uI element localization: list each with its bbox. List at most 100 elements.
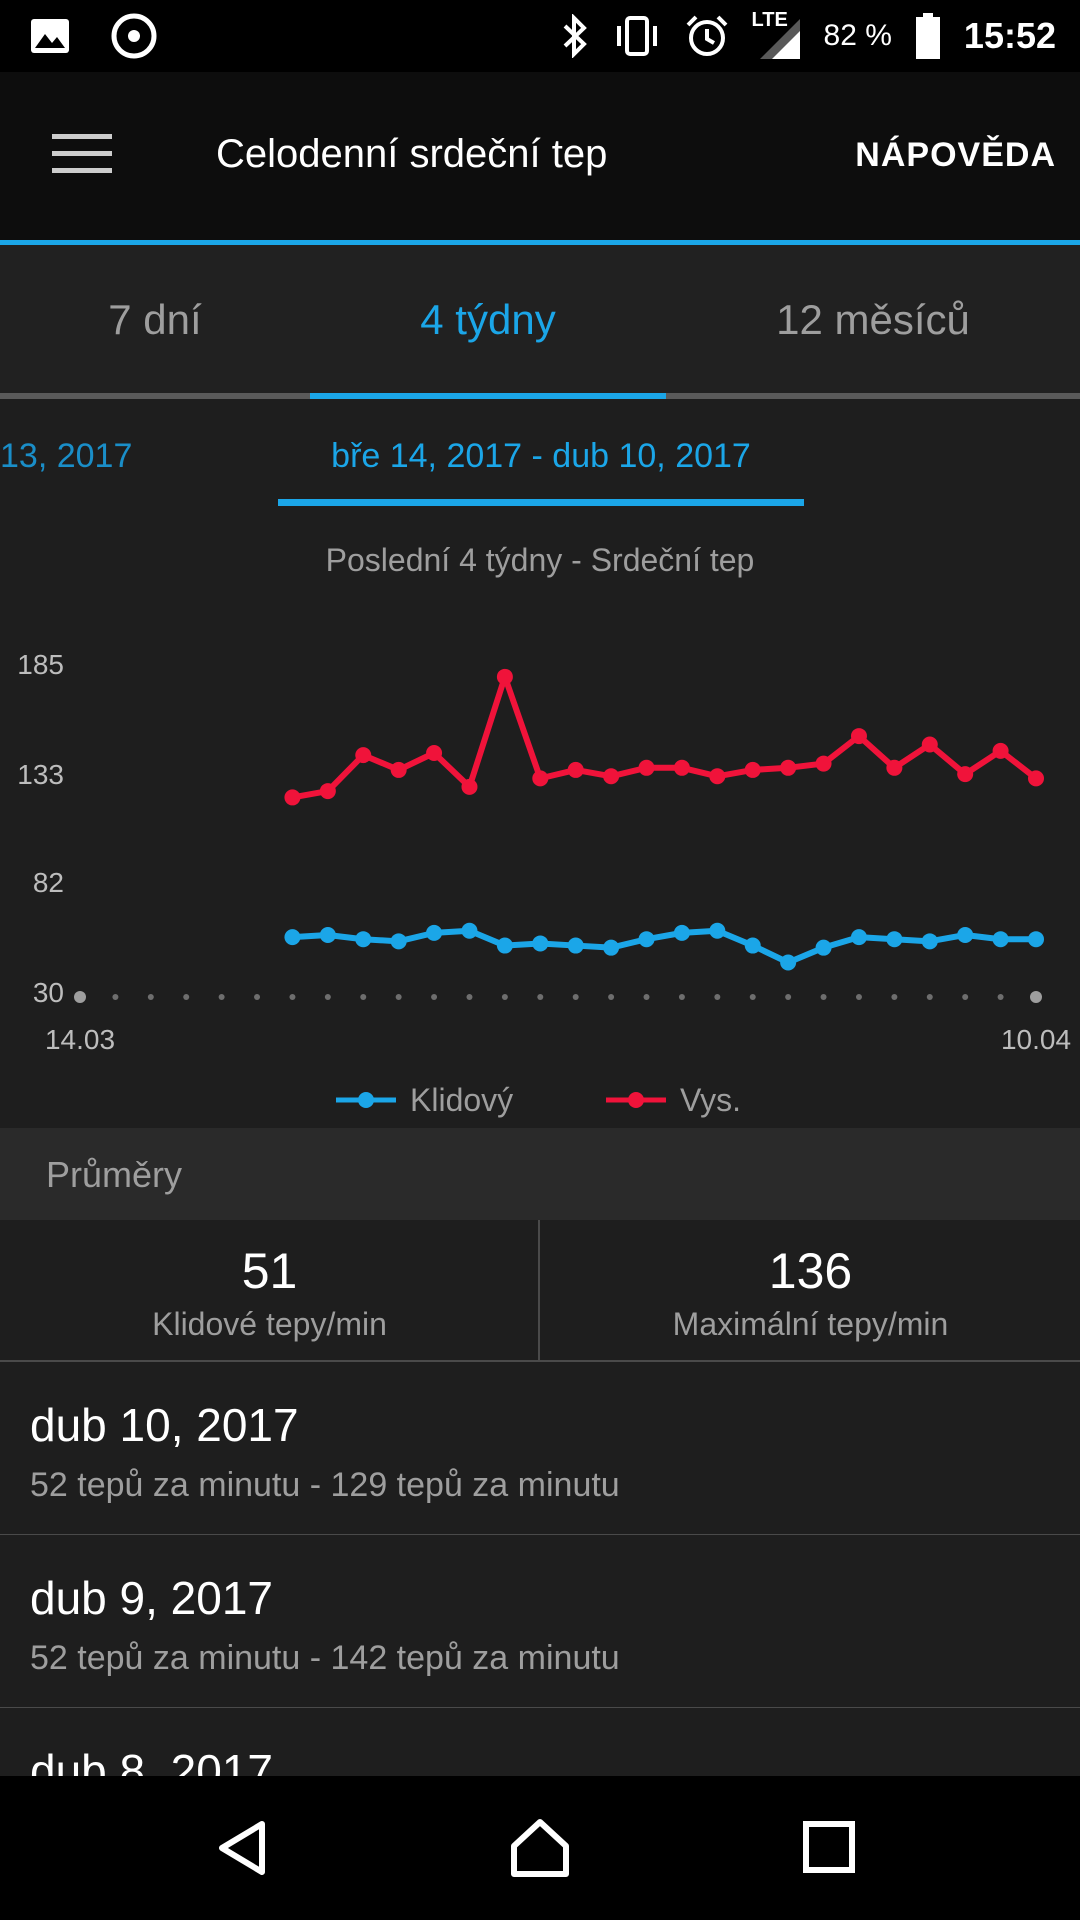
average-rest: 51 Klidové tepy/min xyxy=(0,1220,539,1360)
recents-icon[interactable] xyxy=(802,1820,856,1874)
data-point-rest xyxy=(355,931,372,948)
x-axis-dot xyxy=(395,994,402,1000)
x-axis-dot xyxy=(891,994,898,1000)
data-point-high xyxy=(638,759,655,776)
y-tick-label: 133 xyxy=(17,759,64,790)
x-axis-dot xyxy=(749,994,756,1000)
y-tick-label: 82 xyxy=(33,867,64,898)
data-point-high xyxy=(850,728,867,745)
series-line-high xyxy=(291,673,1038,801)
legend-rest-marker xyxy=(336,1092,396,1108)
heart-rate-chart: 185 133 82 30 14.03 10.04 xyxy=(17,649,1071,1055)
average-rest-label: Klidové tepy/min xyxy=(152,1306,387,1342)
list-item-range: 52 tepů za minutu - 142 tepů za minutu xyxy=(30,1639,620,1677)
tab-4-weeks[interactable]: 4 týdny xyxy=(420,296,556,343)
x-axis-dot xyxy=(501,994,508,1000)
app-bar: Celodenní srdeční tep NÁPOVĚDA xyxy=(0,72,1080,240)
chart-title: Poslední 4 týdny - Srdeční tep xyxy=(325,542,755,578)
period-selector: 13, 2017 bře 14, 2017 - dub 10, 2017 xyxy=(0,399,1080,509)
x-axis-dot xyxy=(431,994,438,1000)
average-max-value: 136 xyxy=(768,1243,853,1299)
back-icon[interactable] xyxy=(212,1818,272,1878)
legend-rest-label: Klidový xyxy=(410,1081,514,1118)
help-button[interactable]: NÁPOVĚDA xyxy=(855,136,1056,174)
y-tick-label: 30 xyxy=(33,977,64,1008)
data-point-rest xyxy=(496,937,513,954)
x-axis-dot xyxy=(112,994,119,1000)
x-axis-dot xyxy=(218,994,225,1000)
x-axis-dot xyxy=(785,994,792,1000)
vibrate-icon xyxy=(616,16,657,56)
averages-row: 51 Klidové tepy/min 136 Maximální tepy/m… xyxy=(0,1220,1080,1362)
x-axis-dot xyxy=(74,991,86,1003)
battery-percent: 82 % xyxy=(823,19,892,52)
menu-icon[interactable] xyxy=(52,134,112,174)
data-point-high xyxy=(815,755,832,772)
data-point-rest xyxy=(709,922,726,939)
data-point-high xyxy=(461,778,478,795)
x-axis-dot xyxy=(926,994,933,1000)
x-axis-dot xyxy=(537,994,544,1000)
status-bar: LTE 82 % 15:52 xyxy=(0,0,1080,72)
x-axis-dot xyxy=(147,994,154,1000)
data-point-high xyxy=(780,759,797,776)
tab-12-months[interactable]: 12 měsíců xyxy=(776,296,970,343)
x-axis-dot xyxy=(324,994,331,1000)
x-axis-dot xyxy=(820,994,827,1000)
signal-icon: LTE xyxy=(751,9,802,61)
data-point-high xyxy=(992,742,1009,759)
x-axis-dot xyxy=(643,994,650,1000)
data-point-high xyxy=(603,768,620,785)
average-rest-value: 51 xyxy=(241,1243,298,1299)
home-icon[interactable] xyxy=(508,1816,572,1880)
bluetooth-icon xyxy=(563,14,587,58)
data-point-rest xyxy=(780,954,797,971)
x-axis-dot xyxy=(466,994,473,1000)
list-item[interactable]: dub 10, 2017 52 tepů za minutu - 129 tep… xyxy=(0,1362,1080,1536)
period-current[interactable]: bře 14, 2017 - dub 10, 2017 xyxy=(331,437,751,475)
x-axis-dot xyxy=(1030,991,1042,1003)
data-point-high xyxy=(567,761,584,778)
averages-header-label: Průměry xyxy=(46,1154,183,1195)
list-item[interactable]: dub 9, 2017 52 tepů za minutu - 142 tepů… xyxy=(0,1535,1080,1709)
data-point-rest xyxy=(992,931,1009,948)
x-axis-dot xyxy=(608,994,615,1000)
data-point-high xyxy=(319,783,336,800)
data-point-high xyxy=(673,759,690,776)
data-point-rest xyxy=(815,939,832,956)
range-tabs: 7 dní 4 týdny 12 měsíců xyxy=(0,245,1080,395)
data-point-rest xyxy=(532,935,549,952)
data-point-rest xyxy=(319,926,336,943)
data-point-rest xyxy=(426,924,443,941)
period-previous[interactable]: 13, 2017 xyxy=(0,437,133,475)
data-point-high xyxy=(355,747,372,764)
x-axis-dot xyxy=(254,994,261,1000)
alarm-icon xyxy=(686,15,727,56)
app-bar-accent-line xyxy=(0,240,1080,245)
x-axis-dot xyxy=(997,994,1004,1000)
network-label: LTE xyxy=(751,9,788,31)
data-point-high xyxy=(496,668,513,685)
list-item-date: dub 9, 2017 xyxy=(30,1572,274,1624)
data-point-high xyxy=(886,759,903,776)
status-bar-left xyxy=(30,12,158,60)
data-point-rest xyxy=(461,922,478,939)
data-point-rest xyxy=(957,926,974,943)
data-point-high xyxy=(426,744,443,761)
y-tick-label: 185 xyxy=(17,649,64,680)
data-point-high xyxy=(957,766,974,783)
series-line-rest xyxy=(292,927,1036,966)
navigation-bar xyxy=(0,1776,1080,1920)
list-item-date: dub 10, 2017 xyxy=(30,1399,299,1451)
average-max: 136 Maximální tepy/min xyxy=(541,1220,1080,1360)
period-underline xyxy=(278,499,804,506)
data-point-rest xyxy=(921,933,938,950)
data-point-rest xyxy=(603,939,620,956)
tab-active-indicator xyxy=(310,393,666,399)
x-axis-dot xyxy=(183,994,190,1000)
legend-rest: Klidový xyxy=(336,1080,513,1120)
data-point-rest xyxy=(638,931,655,948)
tab-7-days[interactable]: 7 dní xyxy=(108,296,202,343)
data-point-high xyxy=(390,761,407,778)
x-tick-label: 14.03 xyxy=(45,1024,115,1055)
